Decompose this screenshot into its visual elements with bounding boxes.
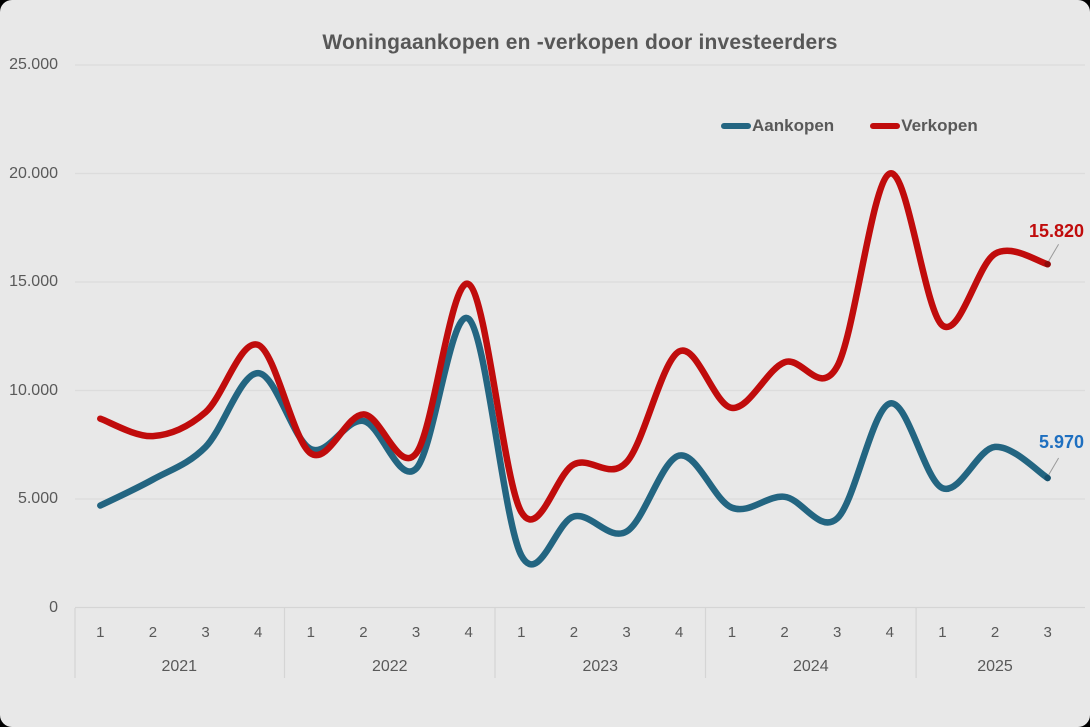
x-axis-quarter-label: 1 [306,624,315,641]
aankopen-line-series [97,314,1051,568]
verkopen-line-marker-icon [870,123,901,129]
x-axis-quarter-label: 3 [201,624,210,641]
x-axis-year-label: 2023 [582,658,619,675]
verkopen-end-value-label: 15.820 [1028,221,1084,242]
verkopen-end-point-dot [1044,261,1051,268]
x-axis-quarter-label: 2 [569,624,579,641]
verkopen-line-series [97,170,1051,523]
x-axis-quarter-label: 3 [1043,624,1052,641]
y-axis-tick-label: 20.000 [9,164,58,182]
x-axis-year-label: 2022 [371,658,408,675]
x-axis-quarter-label: 2 [148,624,158,641]
y-axis-tick-label: 15.000 [9,273,58,290]
chart-legend: Aankopen Verkopen [721,116,978,136]
y-axis-tick-label: 25.000 [9,56,58,73]
end-label-leader-line [1048,457,1060,476]
y-axis-tick-label: 10.000 [9,381,58,399]
x-axis-quarter-label: 3 [832,624,842,641]
legend-item-verkopen: Verkopen [870,116,978,136]
x-axis-year-label: 2025 [977,658,1013,675]
aankopen-end-value-label: 5.970 [1038,431,1084,452]
x-axis-quarter-label: 4 [254,624,263,641]
x-axis-quarter-label: 3 [622,624,631,641]
aankopen-line-marker-icon [721,123,751,129]
x-axis-quarter-label: 2 [780,624,789,641]
x-axis-quarter-label: 4 [675,624,684,641]
y-axis-tick-label: 5.000 [17,490,58,507]
x-axis-quarter-label: 1 [938,624,947,641]
chart-title: Woningaankopen en -verkopen door investe… [322,31,838,54]
legend-label-aankopen: Aankopen [752,116,835,135]
end-label-leader-line [1048,243,1060,262]
aankopen-end-point-dot [1044,474,1051,482]
x-axis-quarter-label: 4 [464,624,473,641]
x-axis-quarter-label: 3 [411,624,421,641]
x-axis-year-label: 2024 [793,658,829,675]
x-axis-quarter-label: 2 [990,624,1000,641]
x-axis-quarter-label: 1 [96,624,105,641]
x-axis-quarter-label: 1 [727,624,737,641]
x-axis-year-label: 2021 [161,658,198,675]
x-axis-quarter-label: 2 [359,624,368,641]
x-axis-quarter-label: 4 [885,624,894,641]
legend-item-aankopen: Aankopen [721,116,834,136]
y-axis-tick-label: 0 [49,598,58,616]
legend-label-verkopen: Verkopen [901,116,978,135]
x-axis-quarter-label: 1 [517,624,526,641]
